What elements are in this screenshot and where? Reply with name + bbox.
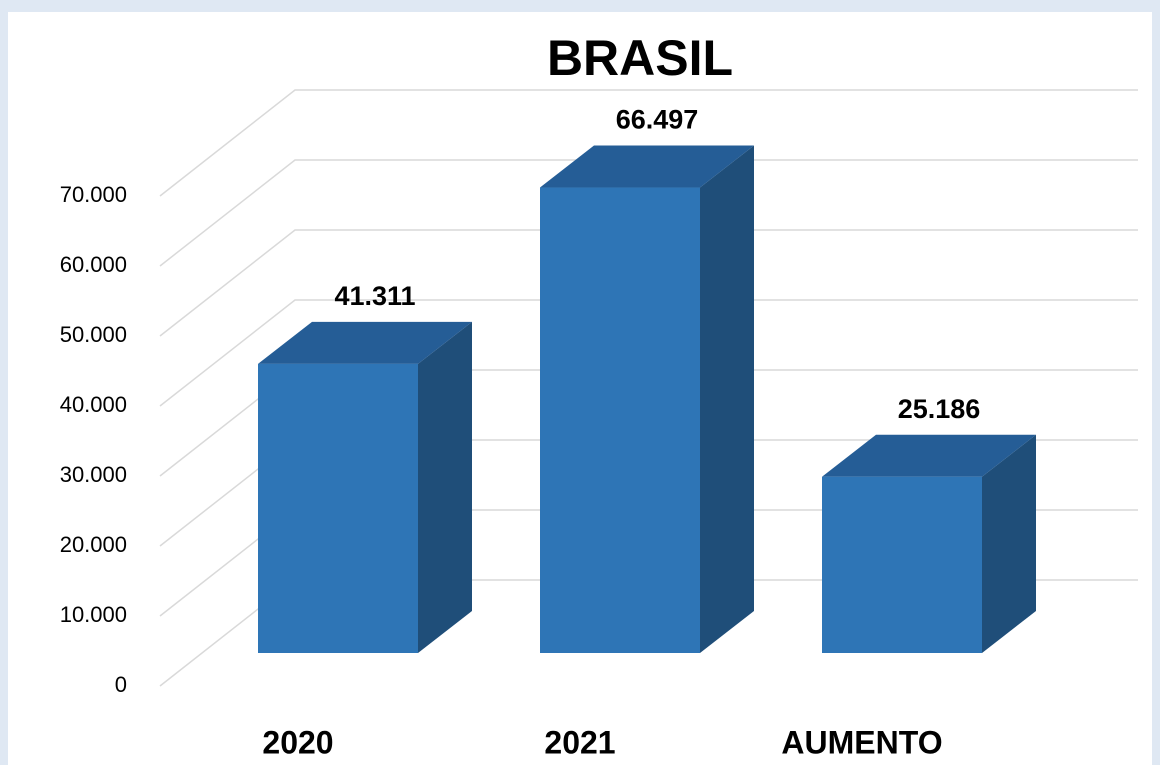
grid-line [159,89,1138,197]
bar [822,476,982,653]
data-label: 41.311 [334,281,415,311]
bar-side [982,434,1036,653]
data-label: 25.186 [898,394,981,424]
x-tick-label: 2021 [544,724,615,760]
y-tick-label: 60.000 [60,252,127,277]
bar-top [540,145,754,188]
bar [540,187,700,653]
x-tick-label: 2020 [262,724,333,760]
x-tick-label: AUMENTO [781,724,942,760]
y-tick-label: 70.000 [60,182,127,207]
grid-line [159,229,1138,337]
y-tick-label: 50.000 [60,322,127,347]
y-tick-label: 0 [115,672,127,697]
bar [258,363,418,653]
bar-side [700,145,754,653]
bar-top [258,321,472,364]
chart-title: BRASIL [547,30,733,86]
y-tick-label: 20.000 [60,532,127,557]
y-tick-label: 30.000 [60,462,127,487]
bar-top [822,434,1036,477]
y-tick-label: 40.000 [60,392,127,417]
data-label: 66.497 [616,105,699,135]
bar-side [418,321,472,653]
grid-line [159,159,1138,267]
grid-line [159,299,1138,407]
y-tick-label: 10.000 [60,602,127,627]
